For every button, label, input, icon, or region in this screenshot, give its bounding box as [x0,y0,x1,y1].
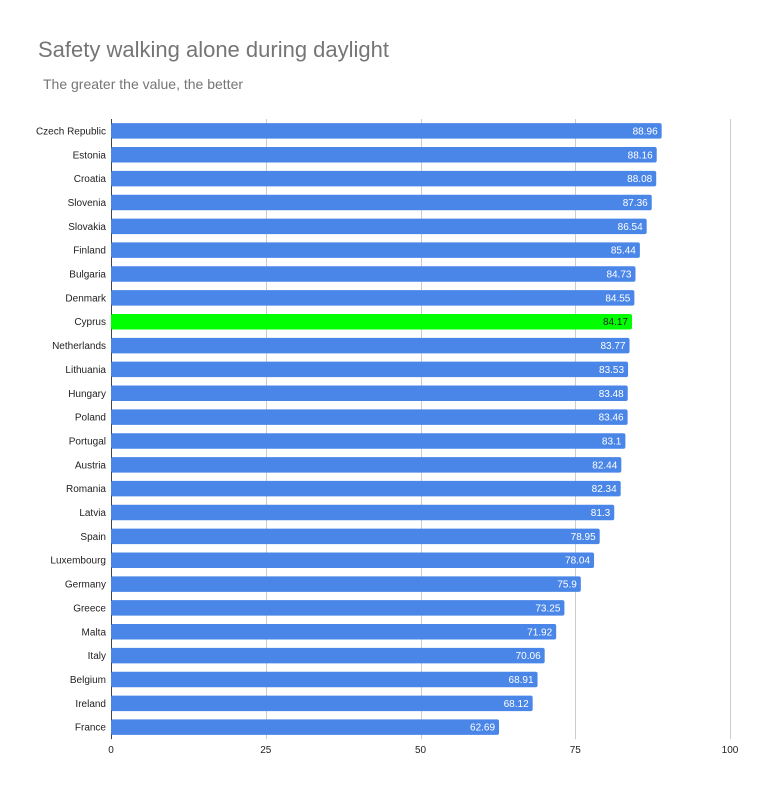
bar [111,409,628,425]
data-label: 78.95 [571,532,596,543]
bar [111,218,647,235]
bar [111,552,595,568]
category-label: Hungary [68,389,106,400]
bar [111,671,538,688]
category-label: Spain [80,532,106,543]
category-label: Portugal [69,436,106,447]
data-label: 75.9 [557,580,577,591]
data-label: 88.08 [627,174,652,185]
bars: 88.96 88.16 88.08 87.36 86.54 85.44 84.73 84.55… [111,123,662,735]
category-label: Italy [88,651,106,662]
data-label: 87.36 [623,198,648,209]
bar [111,528,600,545]
bar [111,695,533,712]
data-label: 73.25 [535,603,560,614]
bar [111,337,630,354]
category-label: Cyprus [74,317,106,328]
x-tick-label: 100 [722,745,739,756]
bar [111,457,622,473]
data-label: 78.04 [565,556,590,567]
category-label: Romania [66,484,106,495]
bar [111,170,657,187]
data-label: 83.77 [601,341,626,352]
category-label: Austria [75,460,107,471]
category-label: Croatia [74,174,107,185]
bar [111,290,635,306]
data-label: 88.96 [633,126,658,137]
bar [111,480,621,497]
x-tick-label: 75 [570,745,582,756]
data-label: 84.55 [605,293,630,304]
x-tick-labels: 0 25 50 75 100 [108,745,739,756]
category-label: Luxembourg [50,556,106,567]
category-label: Belgium [70,675,106,686]
bar [111,719,500,735]
bar [111,266,636,282]
category-label: Czech Republic [36,126,106,137]
data-label: 83.48 [599,389,624,400]
chart-title: Safety walking alone during daylight [38,37,390,62]
bar [111,147,657,163]
category-label: Poland [75,413,106,424]
data-label: 86.54 [618,222,643,233]
bar [111,576,581,592]
bar [111,647,545,664]
bar [111,313,633,330]
bar [111,194,652,211]
gridlines [111,119,731,740]
category-label: Germany [65,580,106,591]
category-label: Bulgaria [69,270,106,281]
bar [111,600,565,616]
category-label: Slovakia [68,222,106,233]
category-label: Denmark [65,293,107,304]
bar [111,433,626,449]
x-tick-label: 50 [415,745,427,756]
category-label: Ireland [75,699,106,710]
data-label: 88.16 [628,150,653,161]
data-label: 62.69 [470,723,495,734]
data-label: 68.12 [504,699,529,710]
data-label: 82.34 [592,484,617,495]
data-label: 68.91 [509,675,534,686]
bar [111,123,662,139]
category-label: Slovenia [68,198,107,209]
bar [111,385,628,402]
category-label: Netherlands [52,341,106,352]
data-label: 84.17 [603,317,628,328]
data-label: 83.46 [599,413,624,424]
category-label: Malta [82,627,107,638]
category-label: Finland [73,246,106,257]
category-label: Latvia [79,508,106,519]
category-label: France [75,723,107,734]
data-label: 70.06 [516,651,541,662]
category-label: Lithuania [65,365,106,376]
data-label: 85.44 [611,246,636,257]
data-label: 71.92 [527,627,552,638]
category-label: Estonia [73,150,107,161]
bar [111,504,615,521]
x-tick-label: 25 [260,745,272,756]
data-label: 82.44 [592,460,617,471]
data-label: 83.53 [599,365,624,376]
bar [111,624,557,640]
chart-subtitle: The greater the value, the better [43,76,244,92]
data-label: 81.3 [591,508,611,519]
bar [111,361,629,378]
category-labels: Czech Republic Estonia Croatia Slovenia Slov… [36,126,107,733]
x-tick-label: 0 [108,745,114,756]
data-label: 83.1 [602,436,622,447]
bar [111,242,640,258]
category-label: Greece [73,603,106,614]
data-label: 84.73 [606,270,631,281]
